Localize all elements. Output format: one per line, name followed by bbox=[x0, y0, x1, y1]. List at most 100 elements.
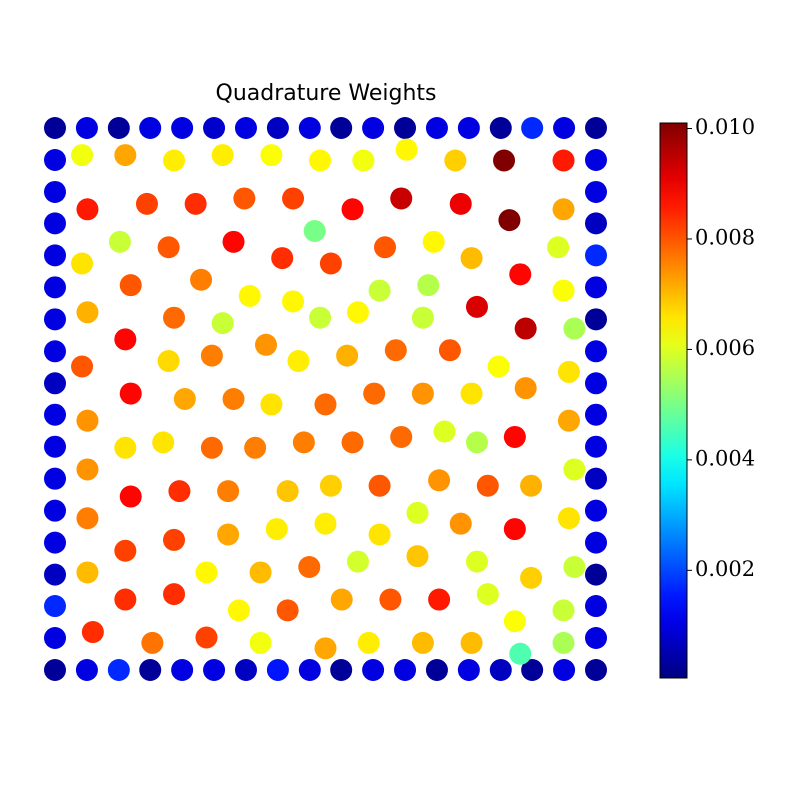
scatter-point bbox=[107, 117, 130, 139]
scatter-point bbox=[444, 149, 467, 172]
scatter-point bbox=[457, 117, 480, 139]
scatter-point bbox=[81, 621, 104, 644]
scatter-point bbox=[234, 659, 257, 681]
scatter-point bbox=[585, 595, 607, 618]
scatter-point bbox=[141, 631, 164, 654]
scatter-point bbox=[362, 659, 385, 681]
scatter-point bbox=[553, 117, 576, 139]
scatter-point bbox=[44, 244, 66, 267]
scatter-point bbox=[330, 588, 353, 611]
scatter-point bbox=[503, 425, 526, 448]
scatter-point bbox=[107, 659, 130, 681]
scatter-point bbox=[114, 588, 137, 611]
scatter-point bbox=[44, 467, 66, 490]
scatter-point bbox=[384, 339, 407, 362]
scatter-point bbox=[309, 149, 332, 172]
scatter-point bbox=[585, 340, 607, 363]
colorbar bbox=[659, 122, 688, 679]
scatter-point bbox=[374, 236, 397, 259]
scatter-point bbox=[75, 659, 98, 681]
scatter-point bbox=[563, 556, 586, 579]
scatter-point bbox=[76, 198, 99, 221]
scatter-point bbox=[44, 435, 66, 458]
scatter-point bbox=[195, 561, 218, 584]
scatter-point bbox=[298, 117, 321, 139]
scatter-point bbox=[585, 212, 607, 235]
scatter-point bbox=[390, 425, 413, 448]
scatter-point bbox=[203, 659, 226, 681]
scatter-point bbox=[585, 117, 607, 139]
scatter-point bbox=[493, 149, 516, 172]
scatter-point bbox=[514, 317, 537, 340]
scatter-point bbox=[585, 403, 607, 426]
scatter-point bbox=[76, 458, 99, 481]
scatter-point bbox=[552, 631, 575, 654]
scatter-point bbox=[460, 631, 483, 654]
scatter-point bbox=[135, 192, 158, 215]
scatter-point bbox=[71, 355, 94, 378]
scatter-point bbox=[157, 236, 180, 259]
scatter-point bbox=[406, 545, 429, 568]
scatter-point bbox=[44, 595, 66, 618]
scatter-point bbox=[520, 566, 543, 589]
scatter-point bbox=[547, 236, 570, 259]
colorbar-tick-label: 0.004 bbox=[695, 446, 755, 470]
scatter-point bbox=[585, 244, 607, 267]
scatter-point bbox=[557, 409, 580, 432]
scatter-point bbox=[585, 467, 607, 490]
scatter-point bbox=[238, 285, 261, 308]
scatter-point bbox=[585, 276, 607, 299]
scatter-point bbox=[449, 192, 472, 215]
scatter-point bbox=[114, 436, 137, 459]
scatter-point bbox=[190, 268, 213, 291]
scatter-point bbox=[171, 659, 194, 681]
scatter-point bbox=[276, 599, 299, 622]
scatter-point bbox=[357, 631, 380, 654]
scatter-point bbox=[465, 550, 488, 573]
scatter-point bbox=[114, 328, 137, 351]
scatter-point bbox=[222, 388, 245, 410]
scatter-point bbox=[76, 301, 99, 324]
scatter-point bbox=[428, 469, 451, 492]
scatter-point bbox=[336, 344, 359, 367]
scatter-point bbox=[585, 148, 607, 171]
scatter-point bbox=[394, 659, 417, 681]
scatter-point bbox=[282, 290, 305, 313]
scatter-point bbox=[44, 180, 66, 203]
scatter-point bbox=[394, 117, 417, 139]
scatter-point bbox=[44, 659, 66, 681]
scatter-point bbox=[411, 306, 434, 329]
scatter-point bbox=[276, 480, 299, 503]
scatter-point bbox=[557, 360, 580, 383]
scatter-point bbox=[341, 431, 364, 454]
scatter-point bbox=[195, 626, 218, 649]
scatter-point bbox=[503, 610, 526, 633]
scatter-point bbox=[395, 138, 418, 161]
scatter-point bbox=[368, 474, 391, 497]
scatter-point bbox=[44, 372, 66, 395]
chart-title: Quadrature Weights bbox=[216, 81, 437, 106]
scatter-point bbox=[173, 388, 196, 410]
scatter-point bbox=[319, 252, 342, 275]
scatter-point bbox=[449, 512, 472, 535]
scatter-point bbox=[346, 301, 369, 324]
scatter-point bbox=[585, 659, 607, 681]
scatter-point bbox=[457, 659, 480, 681]
scatter-point bbox=[157, 350, 180, 373]
scatter-point bbox=[114, 539, 137, 562]
scatter-point bbox=[352, 149, 375, 172]
scatter-point bbox=[287, 350, 310, 373]
scatter-point bbox=[76, 507, 99, 530]
scatter-point bbox=[390, 187, 413, 210]
scatter-point bbox=[341, 198, 364, 221]
scatter-point bbox=[557, 507, 580, 530]
scatter-point bbox=[314, 637, 337, 660]
scatter-point bbox=[503, 518, 526, 541]
scatter-point bbox=[425, 659, 448, 681]
scatter-point bbox=[303, 219, 326, 242]
colorbar-tick-label: 0.008 bbox=[695, 225, 755, 249]
scatter-point bbox=[114, 144, 137, 167]
scatter-point bbox=[244, 436, 267, 459]
scatter-point bbox=[163, 528, 186, 551]
